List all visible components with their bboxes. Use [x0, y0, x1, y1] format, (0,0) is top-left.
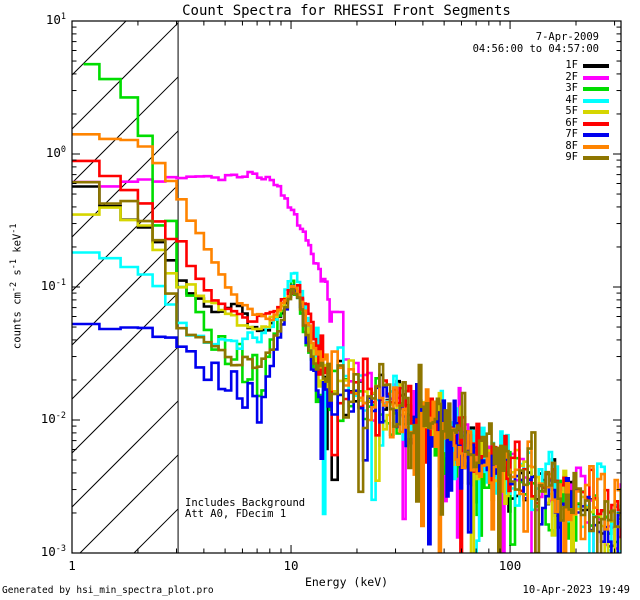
legend-swatch-5F [583, 110, 609, 114]
x-tick-label-100: 100 [498, 558, 522, 573]
x-tick-label-10: 10 [283, 558, 299, 573]
x-tick-label-1: 1 [68, 558, 76, 573]
legend-label-8F: 8F [565, 139, 578, 152]
y-tick-label-10e1: 101 [45, 12, 66, 28]
x-axis-label: Energy (keV) [304, 575, 389, 589]
legend-swatch-8F [583, 144, 609, 149]
legend-swatch-2F [583, 75, 609, 80]
render-timestamp: 10-Apr-2023 19:49 [522, 584, 630, 596]
y-tick-label-10e0: 100 [45, 145, 66, 161]
legend-label-5F: 5F [565, 105, 578, 117]
legend-swatch-7F [583, 133, 609, 137]
y-axis-label: counts cm-2 s-1 keV-1 [8, 223, 24, 350]
y-tick-label-10e-3: 10-3 [40, 544, 66, 560]
legend-label-1F: 1F [565, 59, 578, 71]
observation-date: 7-Apr-2009 [535, 31, 599, 43]
legend-label-9F: 9F [565, 151, 578, 163]
legend-label-7F: 7F [565, 128, 578, 140]
annotation-attenuator-state: Att A0, FDecim 1 [185, 508, 287, 520]
legend-swatch-9F [583, 156, 609, 160]
legend-swatch-3F [583, 87, 609, 91]
legend-label-3F: 3F [565, 82, 578, 94]
legend-label-4F: 4F [565, 93, 578, 106]
legend-label-6F: 6F [565, 116, 578, 129]
y-tick-label-10e-2: 10-2 [40, 411, 66, 427]
legend-swatch-1F [583, 64, 609, 68]
observation-interval: 04:56:00 to 04:57:00 [472, 43, 599, 55]
y-tick-label-10e-1: 10-1 [40, 278, 66, 294]
legend-swatch-6F [583, 121, 609, 126]
generated-by-text: Generated by hsi_min_spectra_plot.pro [2, 585, 214, 596]
annotation-includes-background: Includes Background [185, 497, 306, 509]
spectra-lines [72, 62, 621, 553]
legend-label-2F: 2F [565, 70, 578, 83]
plot-frame [71, 20, 622, 554]
hatch-region [72, 21, 179, 553]
spectrum-line-9F [72, 180, 621, 553]
legend-swatch-4F [583, 98, 609, 103]
chart-title: Count Spectra for RHESSI Front Segments [182, 3, 511, 19]
spectrum-line-7F [72, 284, 621, 553]
